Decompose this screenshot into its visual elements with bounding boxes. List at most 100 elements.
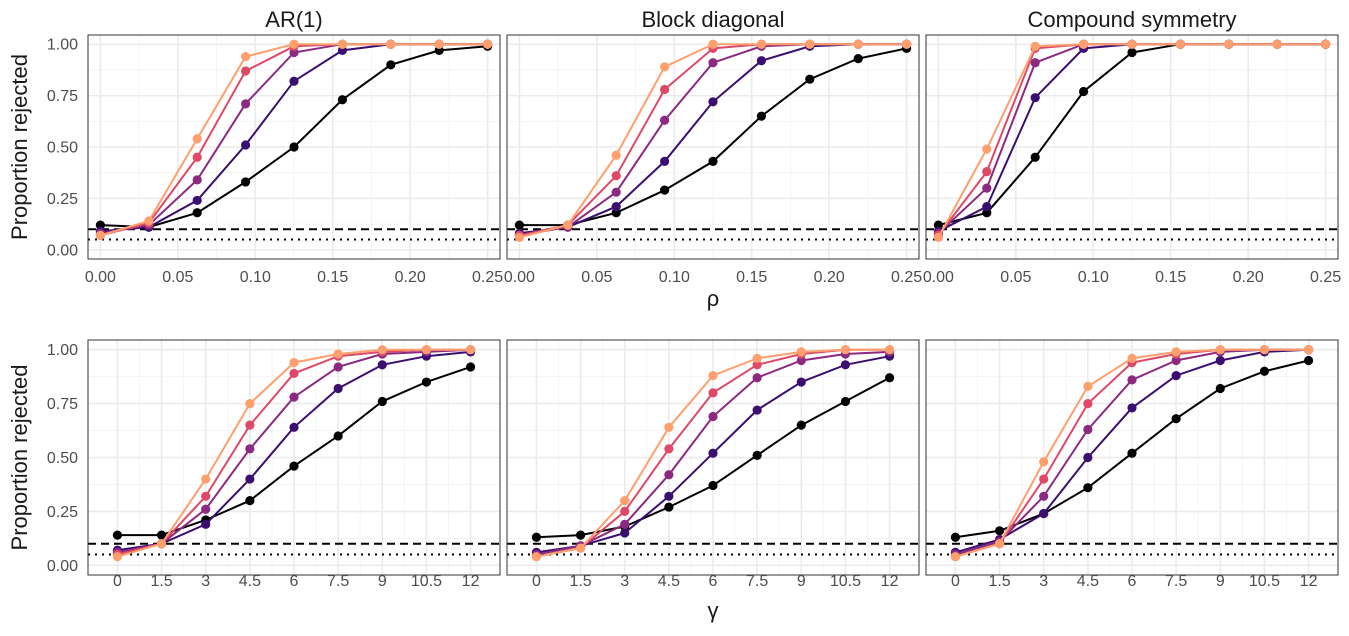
data-point-series-5 (994, 539, 1005, 549)
data-point-series-2 (1215, 355, 1225, 366)
data-point-series-5 (240, 51, 251, 62)
data-point-series-5 (575, 543, 586, 553)
data-point-series-3 (752, 373, 762, 383)
x-tick-label: 0.20 (1233, 269, 1264, 286)
data-point-series-3 (1039, 491, 1049, 501)
x-tick-label: 12 (1300, 573, 1318, 590)
x-tick-label: 0.25 (472, 269, 503, 286)
data-point-series-5 (1303, 345, 1314, 355)
x-tick-label: 9 (1216, 573, 1225, 590)
data-point-series-3 (708, 411, 718, 422)
data-point-series-5 (902, 39, 912, 49)
data-point-series-4 (611, 171, 621, 181)
data-point-series-1 (386, 60, 396, 70)
data-point-series-3 (1083, 424, 1093, 435)
data-point-series-5 (982, 144, 992, 154)
data-point-series-5 (708, 39, 718, 49)
x-tick-label: 6 (290, 573, 299, 590)
series-group (514, 39, 912, 243)
x-tick-label: 0.10 (1078, 269, 1109, 286)
data-point-series-1 (1259, 366, 1270, 376)
x-tick-label: 1.5 (988, 573, 1010, 590)
data-point-series-3 (1030, 58, 1040, 68)
data-point-series-2 (1039, 508, 1049, 519)
data-point-series-1 (1030, 152, 1040, 162)
data-point-series-2 (659, 156, 670, 166)
data-point-series-5 (465, 345, 476, 355)
x-tick-label: 1.5 (150, 573, 172, 590)
x-tick-label: 0.00 (923, 269, 954, 286)
x-tick-label: 3 (201, 573, 210, 590)
panel-r2-c1: 0 1.5 3 4.5 6 7.5 9 10.5 12 (87, 339, 501, 590)
data-point-series-2 (240, 140, 251, 150)
data-point-series-1 (994, 526, 1005, 536)
panel-r1-c1: 0.00 0.05 0.10 0.15 0.20 0.25 (85, 34, 503, 286)
x-tick-label: 1.5 (569, 573, 591, 590)
y-tick-label: 0.75 (47, 88, 78, 105)
data-point-series-1 (1127, 448, 1137, 458)
data-point-series-2 (201, 519, 211, 529)
panel-title-2: Block diagonal (641, 7, 784, 32)
data-point-series-5 (1171, 347, 1181, 357)
data-point-series-5 (1078, 39, 1089, 49)
panel-title-1: AR(1) (265, 7, 322, 32)
data-point-series-2 (289, 422, 299, 432)
data-point-series-3 (240, 99, 251, 109)
panel-border (87, 34, 501, 260)
data-point-series-2 (708, 97, 718, 107)
x-tick-label: 10.5 (1249, 573, 1280, 590)
data-point-series-1 (156, 530, 167, 540)
panel-border (506, 34, 920, 260)
data-point-series-5 (245, 399, 255, 409)
data-point-series-1 (1127, 47, 1137, 58)
data-point-series-1 (950, 532, 961, 542)
data-point-series-4 (620, 506, 630, 516)
data-point-series-5 (514, 232, 524, 243)
data-point-series-4 (708, 388, 718, 398)
data-point-series-2 (377, 360, 387, 370)
data-point-series-4 (289, 368, 299, 379)
data-point-series-2 (708, 448, 718, 458)
data-point-series-5 (201, 474, 211, 484)
data-point-series-5 (1224, 39, 1234, 49)
data-point-series-5 (112, 552, 123, 562)
data-point-series-1 (840, 396, 851, 407)
data-point-series-5 (289, 358, 299, 368)
data-point-series-2 (333, 383, 343, 394)
y-tick-label: 1.00 (47, 342, 78, 359)
data-point-series-5 (664, 422, 674, 432)
data-point-series-1 (240, 177, 251, 187)
data-point-series-1 (756, 111, 767, 121)
data-point-series-5 (144, 216, 154, 226)
x-tick-label: 7.5 (1165, 573, 1187, 590)
x-tick-label: 0.15 (1155, 269, 1186, 286)
data-point-series-5 (796, 347, 806, 357)
data-point-series-1 (333, 431, 343, 441)
panel-border (925, 339, 1339, 576)
data-point-series-1 (289, 142, 299, 152)
x-tick-label: 6 (709, 573, 718, 590)
data-point-series-5 (853, 39, 863, 49)
data-point-series-3 (611, 187, 621, 197)
data-point-series-3 (192, 175, 202, 185)
x-tick-label: 0.10 (659, 269, 690, 286)
data-point-series-2 (1127, 403, 1137, 413)
x-axis-title-row-2: γ (708, 598, 719, 623)
x-tick-label: 0.05 (162, 269, 193, 286)
x-tick-label: 0.00 (85, 269, 116, 286)
data-point-series-5 (884, 345, 895, 355)
data-point-series-2 (289, 76, 299, 86)
data-point-series-4 (240, 66, 251, 76)
data-point-series-3 (245, 444, 255, 454)
panel-border (87, 339, 501, 576)
data-point-series-5 (192, 134, 202, 144)
panel-border (506, 339, 920, 576)
x-tick-label: 10.5 (830, 573, 861, 590)
data-point-series-4 (201, 491, 211, 501)
data-point-series-5 (1175, 39, 1186, 49)
x-tick-label: 9 (378, 573, 387, 590)
data-point-series-1 (421, 377, 432, 387)
x-tick-label: 0.05 (581, 269, 612, 286)
data-point-series-1 (1303, 355, 1314, 366)
